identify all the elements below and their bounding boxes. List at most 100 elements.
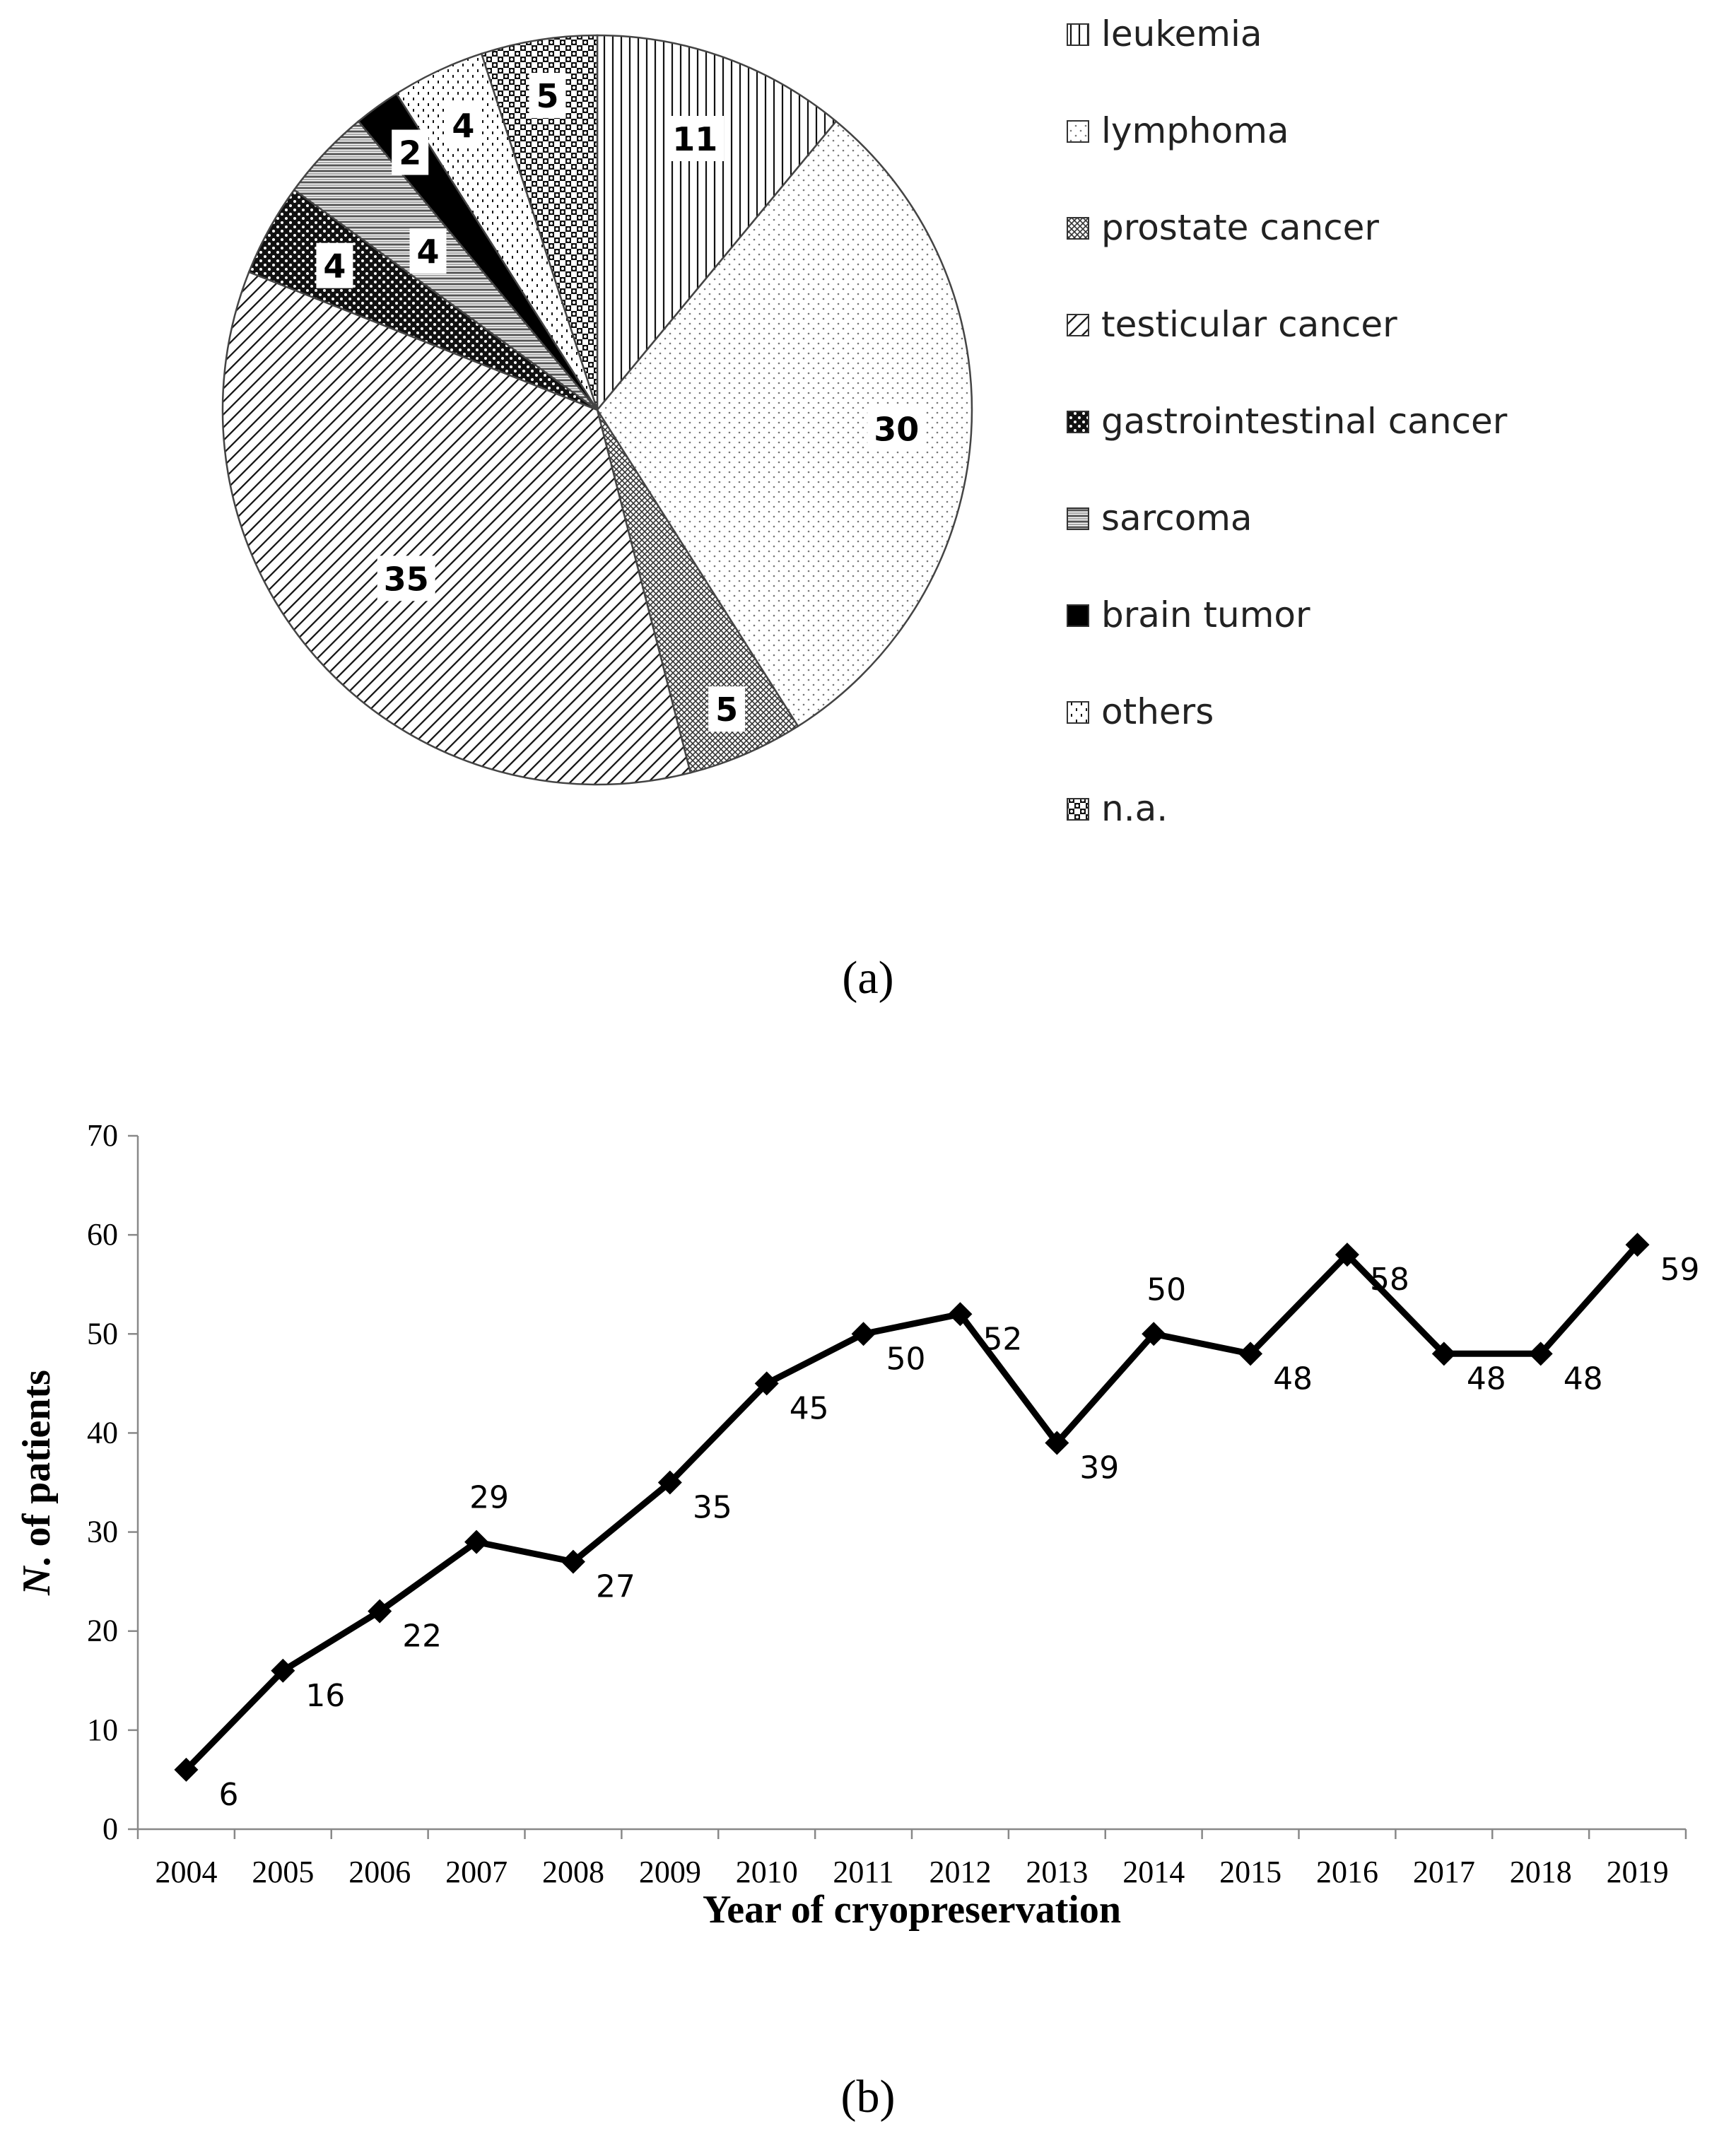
data-label-2013: 39 — [1079, 1450, 1119, 1486]
y-axis-title: N. of patients — [15, 1370, 59, 1596]
pie-data-label-sarcoma: 4 — [416, 233, 439, 271]
x-tick-label: 2015 — [1219, 1855, 1282, 1889]
legend-label-lymphoma: lymphoma — [1101, 110, 1289, 151]
x-tick-label: 2006 — [348, 1855, 411, 1889]
data-point-2008 — [561, 1549, 585, 1574]
pie-legend: leukemia lymphoma prostate cancer testicula… — [1067, 13, 1508, 829]
pie-data-label-box — [529, 73, 566, 118]
data-label-2019: 59 — [1660, 1252, 1700, 1288]
x-tick-label: 2008 — [542, 1855, 604, 1889]
pie-data-label-n-a: 5 — [536, 77, 558, 115]
data-point-2017 — [1431, 1341, 1456, 1366]
y-tick-label: 10 — [87, 1713, 118, 1747]
y-tick-label: 70 — [87, 1118, 118, 1153]
data-point-2013 — [1045, 1431, 1069, 1455]
x-tick-label: 2005 — [252, 1855, 314, 1889]
line-chart: 0 10 20 30 40 50 60 70 2004 2005 2006 2007 2008 2009 2… — [15, 1118, 1700, 1932]
data-label-2006: 22 — [402, 1619, 442, 1655]
legend-swatch-sarcoma — [1067, 507, 1089, 530]
pie-slice-n-a — [480, 34, 599, 411]
data-point-2018 — [1528, 1341, 1553, 1366]
legend-swatch-gastrointestinal-cancer — [1067, 411, 1089, 433]
pie-data-label-leukemia: 11 — [672, 120, 717, 158]
pie-data-label-others: 4 — [452, 107, 474, 145]
legend-swatch-leukemia — [1067, 23, 1089, 46]
data-point-2019 — [1625, 1233, 1650, 1257]
legend-label-prostate-cancer: prostate cancer — [1101, 207, 1379, 248]
x-tick-label: 2010 — [736, 1855, 798, 1889]
legend-label-sarcoma: sarcoma — [1101, 498, 1253, 539]
legend-label-others: others — [1101, 691, 1214, 732]
data-label-2008: 27 — [596, 1569, 635, 1605]
pie-data-label-lymphoma: 30 — [874, 411, 919, 449]
panel-b-label: (b) — [841, 2071, 896, 2123]
legend-swatch-prostate-cancer — [1067, 217, 1089, 240]
pie-data-label-box — [377, 556, 435, 601]
legend-label-n-a: n.a. — [1101, 788, 1168, 829]
panel-a-label: (a) — [842, 952, 893, 1004]
x-tick-label: 2012 — [929, 1855, 991, 1889]
y-tick-label: 40 — [87, 1415, 118, 1450]
legend-label-brain-tumor: brain tumor — [1101, 594, 1310, 635]
x-tick-label: 2007 — [445, 1855, 508, 1889]
x-tick-label: 2011 — [833, 1855, 893, 1889]
x-tick-label: 2013 — [1026, 1855, 1088, 1889]
x-axis-title: Year of cryopreservation — [703, 1888, 1121, 1932]
pie-data-label-box — [867, 406, 926, 452]
y-tick-label: 20 — [87, 1614, 118, 1648]
data-point-2006 — [368, 1599, 392, 1624]
series-line — [184, 1243, 1640, 1773]
data-label-2018: 48 — [1564, 1361, 1603, 1397]
legend-label-testicular-cancer: testicular cancer — [1101, 304, 1397, 345]
data-point-2015 — [1238, 1341, 1263, 1366]
legend-label-leukemia: leukemia — [1101, 13, 1262, 54]
data-label-2010: 45 — [790, 1390, 829, 1426]
pie-data-label-box — [666, 116, 725, 161]
legend-label-gastrointestinal-cancer: gastrointestinal cancer — [1101, 401, 1508, 442]
data-label-2004: 6 — [218, 1777, 238, 1813]
data-label-2014: 50 — [1146, 1272, 1186, 1308]
data-point-2010 — [754, 1371, 779, 1396]
data-point-2011 — [851, 1322, 876, 1346]
data-point-2012 — [948, 1302, 973, 1327]
y-tick-label: 30 — [87, 1515, 118, 1549]
x-tick-label: 2004 — [155, 1855, 217, 1889]
legend-swatch-n-a — [1067, 798, 1089, 821]
pie-slice-leukemia — [596, 34, 838, 413]
pie-data-label-box — [316, 242, 353, 288]
pie-data-label-testicular-cancer: 35 — [384, 560, 429, 598]
data-point-2004 — [174, 1757, 199, 1782]
pie-data-label-gastrointestinal-cancer: 4 — [323, 247, 346, 286]
pie-data-label-prostate-cancer: 5 — [715, 691, 738, 729]
x-tick-label: 2017 — [1413, 1855, 1475, 1889]
data-point-2005 — [271, 1658, 295, 1683]
pie-slice-lymphoma — [596, 119, 973, 728]
y-tick-label: 0 — [102, 1812, 118, 1846]
legend-swatch-others — [1067, 701, 1089, 724]
data-label-2009: 35 — [693, 1490, 732, 1526]
data-point-2016 — [1335, 1243, 1359, 1267]
pie-data-label-box — [409, 228, 447, 274]
data-point-2014 — [1142, 1322, 1166, 1346]
pie-slice-prostate-cancer — [596, 409, 799, 774]
data-label-2012: 52 — [983, 1321, 1022, 1357]
data-label-2016: 58 — [1370, 1262, 1409, 1298]
data-label-2005: 16 — [305, 1678, 345, 1714]
pie-data-label-box — [392, 129, 429, 175]
data-label-2011: 50 — [886, 1341, 926, 1377]
x-tick-label: 2018 — [1510, 1855, 1572, 1889]
x-tick-label: 2016 — [1316, 1855, 1378, 1889]
pie-slice-testicular-cancer — [221, 271, 692, 786]
legend-swatch-testicular-cancer — [1067, 314, 1089, 336]
x-tick-label: 2009 — [639, 1855, 701, 1889]
data-point-2007 — [464, 1530, 489, 1554]
x-tick-label: 2019 — [1607, 1855, 1669, 1889]
pie-data-label-box — [708, 686, 746, 732]
y-tick-label: 50 — [87, 1316, 118, 1351]
pie-data-label-brain-tumor: 2 — [399, 134, 421, 172]
legend-swatch-lymphoma — [1067, 120, 1089, 143]
x-tick-label: 2014 — [1122, 1855, 1185, 1889]
pie-data-label-box — [445, 102, 482, 148]
data-point-2009 — [657, 1470, 682, 1495]
